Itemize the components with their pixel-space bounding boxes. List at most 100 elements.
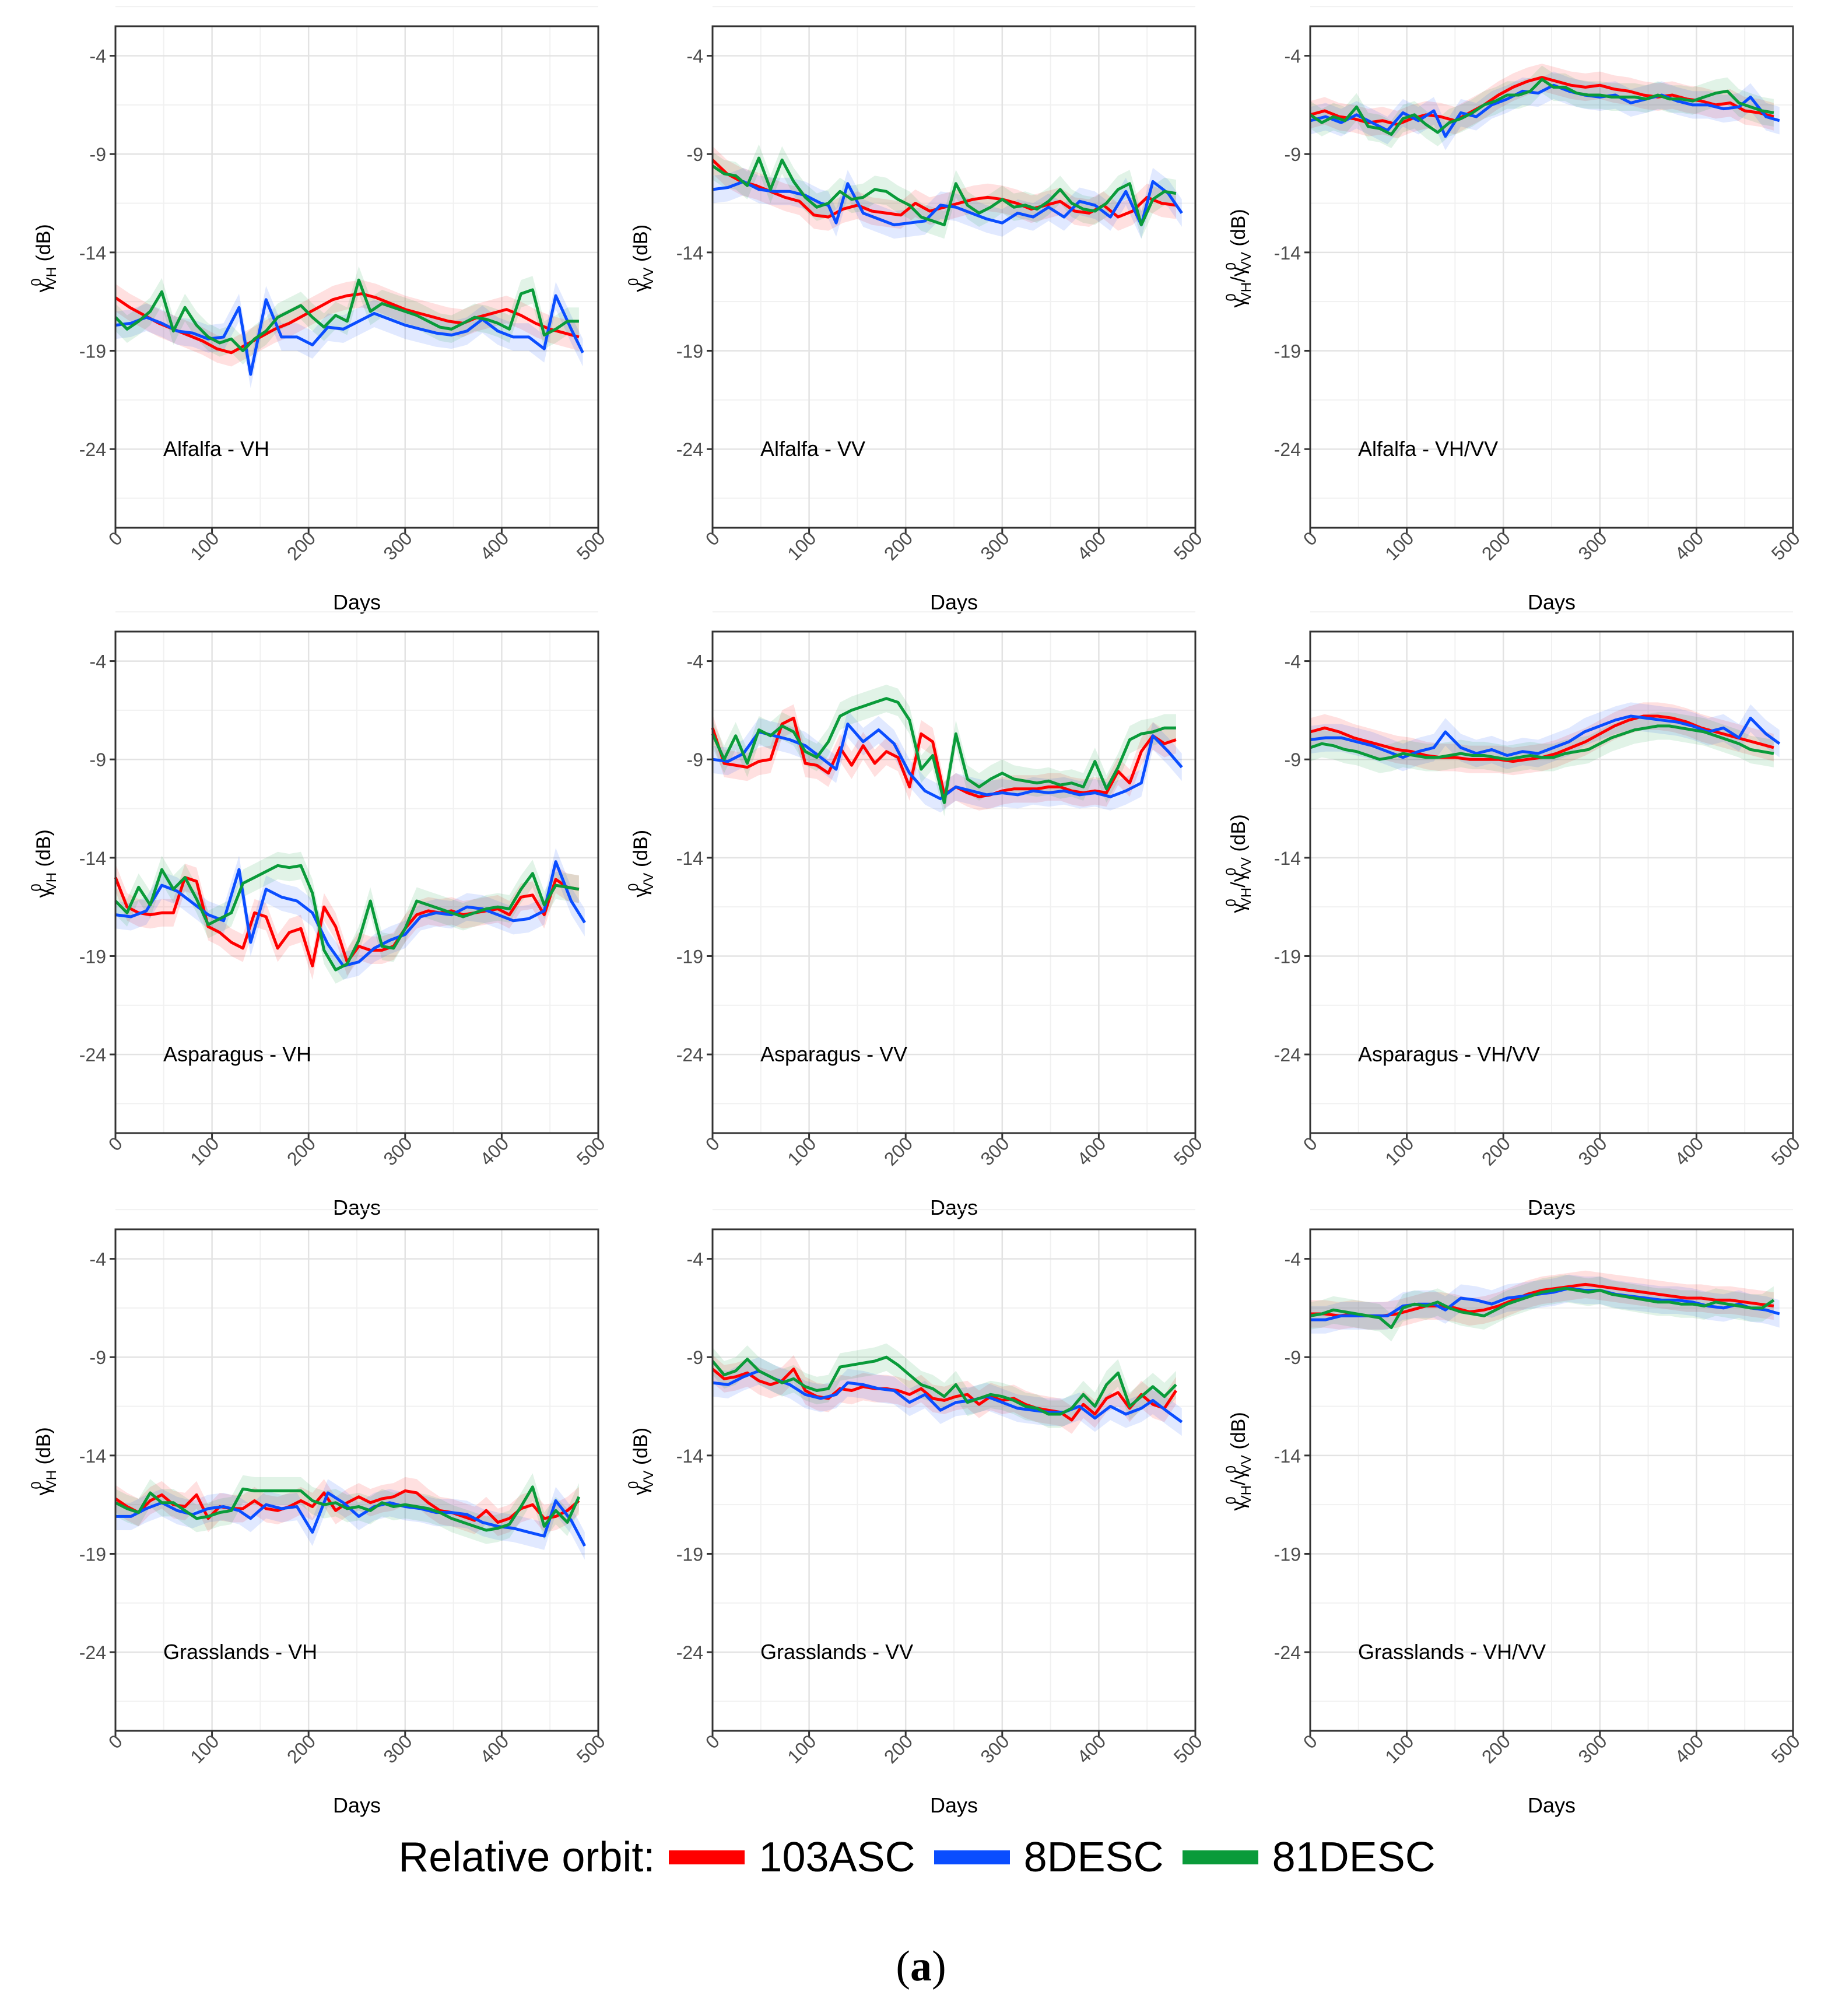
y-tick-label: -9 bbox=[687, 1347, 703, 1368]
series-line-8desc bbox=[712, 180, 1183, 227]
x-tick-label: 200 bbox=[1478, 1133, 1514, 1169]
x-tick-label: 300 bbox=[1574, 527, 1611, 564]
panel-border bbox=[114, 1228, 599, 1732]
y-tick-label: -4 bbox=[687, 651, 703, 672]
y-axis-label: γ0VH (dB) bbox=[29, 1427, 59, 1495]
y-tick-label: -24 bbox=[1274, 439, 1301, 460]
y-tick-label: -24 bbox=[676, 439, 703, 460]
series-line-81desc bbox=[114, 278, 579, 352]
x-tick-label: 300 bbox=[380, 1133, 416, 1169]
x-tick-label: 300 bbox=[977, 527, 1013, 564]
y-tick-label: -14 bbox=[676, 243, 703, 264]
caption-letter: a bbox=[910, 1943, 932, 1990]
y-tick-label: -14 bbox=[1274, 243, 1301, 264]
y-axis-label: γ0VH/γ0VV (dB) bbox=[1223, 209, 1254, 307]
series-line-81desc bbox=[711, 156, 1177, 227]
series-line-8desc bbox=[115, 294, 584, 376]
y-tick-label: -14 bbox=[79, 848, 106, 869]
x-tick-label: 200 bbox=[880, 1133, 917, 1169]
x-axis-label: Days bbox=[333, 1793, 381, 1817]
series-line-81desc bbox=[711, 1355, 1177, 1416]
ribbon-103asc bbox=[115, 864, 579, 980]
panel-border bbox=[1309, 25, 1794, 529]
x-tick-label: 300 bbox=[380, 527, 416, 564]
x-tick-label: 500 bbox=[1767, 527, 1804, 564]
y-tick-label: -19 bbox=[1274, 341, 1301, 362]
panel-grasslands-vh-vv: -4-9-14-19-240 100 200 300 400 500Daysγ0VH/γ0… bbox=[1223, 1209, 1804, 1817]
panel-annotation: Asparagus - VH/VV bbox=[1358, 1042, 1540, 1066]
series-line-81desc bbox=[114, 864, 580, 972]
ribbon-8desc bbox=[115, 1479, 585, 1560]
x-tick-label: 100 bbox=[1381, 527, 1418, 564]
x-tick-label: 400 bbox=[1073, 527, 1110, 564]
y-axis-label: γ0VV (dB) bbox=[626, 225, 657, 292]
series-line-8desc bbox=[1310, 83, 1780, 138]
x-tick-label: 200 bbox=[1478, 1730, 1514, 1767]
panel-annotation: Alfalfa - VH/VV bbox=[1358, 437, 1498, 461]
ribbon-103asc bbox=[1310, 1270, 1774, 1330]
series-line-81desc bbox=[711, 697, 1176, 804]
y-tick-label: -14 bbox=[1274, 848, 1301, 869]
y-tick-label: -24 bbox=[79, 439, 106, 460]
series-line-8desc bbox=[712, 723, 1183, 801]
series-line-8desc bbox=[712, 1369, 1183, 1424]
x-tick-label: 400 bbox=[476, 1730, 513, 1767]
series-line-8desc bbox=[115, 1491, 587, 1547]
x-tick-label: 400 bbox=[476, 527, 513, 564]
y-tick-label: -4 bbox=[90, 651, 106, 672]
panel-asparagus-vh-vv: -4-9-14-19-240 100 200 300 400 500Daysγ0VH/γ0… bbox=[1223, 611, 1804, 1219]
y-tick-label: -24 bbox=[676, 1044, 703, 1065]
y-tick-label: -4 bbox=[1285, 651, 1301, 672]
series-line-81desc bbox=[1309, 78, 1774, 136]
legend-swatch-103asc bbox=[669, 1850, 745, 1864]
panel-border bbox=[114, 630, 599, 1134]
panel-border bbox=[711, 1228, 1197, 1732]
x-tick-label: 400 bbox=[1671, 1730, 1707, 1767]
panel-border bbox=[1309, 1228, 1794, 1732]
figure-caption: (a) bbox=[0, 1942, 1842, 1992]
x-tick-label: 500 bbox=[1767, 1133, 1804, 1169]
ribbon-103asc bbox=[115, 280, 579, 367]
x-tick-label: 200 bbox=[880, 527, 917, 564]
x-tick-label: 100 bbox=[1381, 1133, 1418, 1169]
y-tick-label: -14 bbox=[676, 848, 703, 869]
y-tick-label: -4 bbox=[687, 46, 703, 67]
y-tick-label: -24 bbox=[1274, 1044, 1301, 1065]
ribbon-81desc bbox=[115, 851, 579, 984]
series-line-103asc bbox=[114, 292, 580, 355]
y-tick-label: -4 bbox=[687, 1249, 703, 1270]
x-tick-label: 500 bbox=[573, 527, 609, 564]
legend-label-8desc: 8DESC bbox=[1023, 1834, 1164, 1881]
panel-border bbox=[711, 25, 1197, 529]
ribbon-8desc bbox=[115, 848, 585, 980]
panel-annotation: Grasslands - VV bbox=[760, 1640, 913, 1664]
x-tick-label: 400 bbox=[1671, 1133, 1707, 1169]
x-tick-label: 500 bbox=[573, 1133, 609, 1169]
legend-swatch-8desc bbox=[934, 1850, 1010, 1864]
panel-annotation: Asparagus - VH bbox=[163, 1042, 311, 1066]
x-tick-label: 200 bbox=[283, 1730, 320, 1767]
ribbon-8desc bbox=[115, 282, 583, 388]
x-tick-label: 200 bbox=[1478, 527, 1514, 564]
y-axis-label: γ0VH/γ0VV (dB) bbox=[1223, 1412, 1254, 1510]
legend-title: Relative orbit: bbox=[398, 1834, 655, 1881]
y-axis-label: γ0VH (dB) bbox=[29, 829, 59, 897]
panel-annotation: Alfalfa - VV bbox=[760, 437, 865, 461]
x-axis-label: Days bbox=[1528, 1195, 1576, 1219]
y-tick-label: -9 bbox=[1285, 144, 1301, 165]
caption-open: ( bbox=[896, 1943, 910, 1990]
y-tick-label: -4 bbox=[1285, 46, 1301, 67]
x-tick-label: 200 bbox=[880, 1730, 917, 1767]
y-tick-label: -24 bbox=[1274, 1642, 1301, 1663]
y-tick-label: -14 bbox=[676, 1446, 703, 1467]
x-tick-label: 100 bbox=[186, 527, 223, 564]
x-tick-label: 100 bbox=[783, 527, 820, 564]
legend-label-103asc: 103ASC bbox=[759, 1834, 915, 1881]
x-tick-label: 400 bbox=[1073, 1133, 1110, 1169]
y-tick-label: -9 bbox=[687, 749, 703, 770]
